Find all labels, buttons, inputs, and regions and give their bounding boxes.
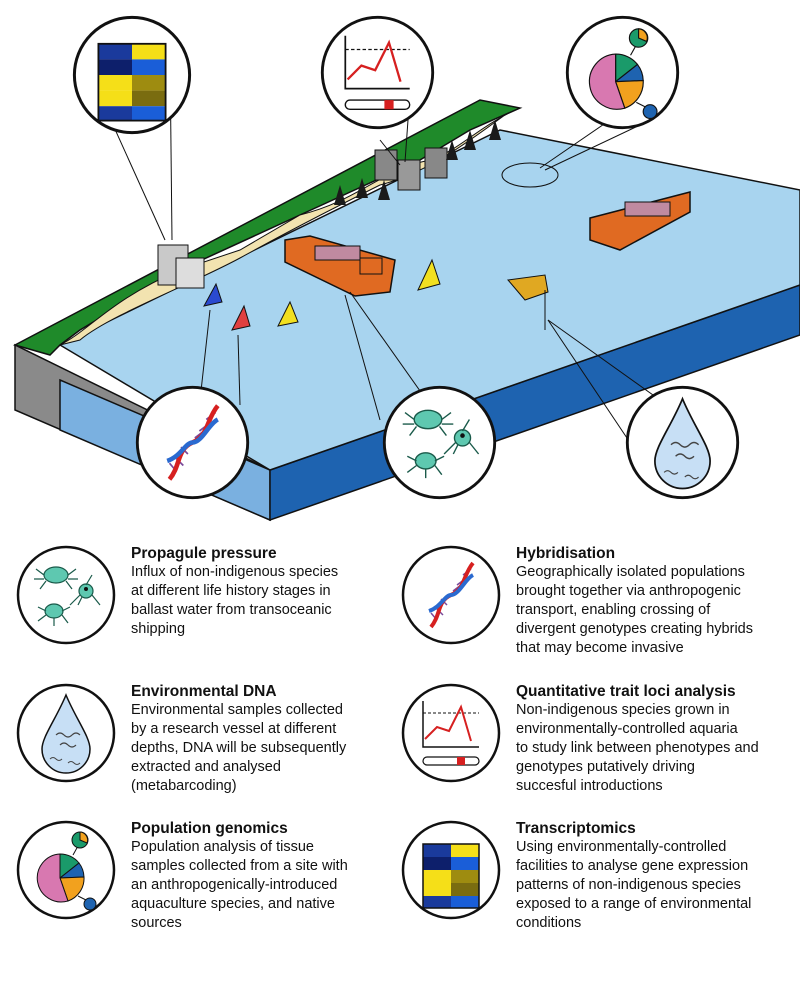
line-graph-icon	[320, 15, 435, 130]
industrial-tanks	[374, 147, 448, 191]
research-vessel	[507, 274, 549, 330]
dna-helix-icon	[401, 545, 501, 645]
item-title: Propagule pressure	[131, 545, 277, 562]
item-description: Population analysis of tissue samples col…	[131, 839, 348, 931]
pie-chart-icon	[565, 15, 680, 130]
sailboats	[203, 258, 441, 331]
ship-harbour	[284, 235, 396, 297]
city-buildings	[157, 244, 205, 289]
heatmap-icon	[401, 820, 501, 920]
item-title: Quantitative trait loci analysis	[516, 683, 736, 700]
harbour-scene-illustration	[12, 15, 800, 522]
item-title: Hybridisation	[516, 545, 616, 562]
dna-helix-icon	[137, 387, 247, 497]
line-graph-icon	[401, 683, 501, 783]
crab-larva-icon	[382, 385, 497, 500]
item-description: Geographically isolated populations broug…	[516, 564, 753, 656]
item-description: Environmental samples collected by a rese…	[131, 702, 347, 794]
ship-offshore	[589, 191, 691, 251]
callout-lines	[94, 54, 661, 451]
item-title: Environmental DNA	[131, 683, 277, 700]
item-description: Influx of non-indigenous species at diffe…	[131, 564, 339, 637]
item-title: Population genomics	[131, 820, 288, 837]
water-drop-dna-icon	[16, 683, 116, 783]
beach	[59, 107, 521, 346]
aquaculture-net	[501, 162, 559, 188]
heatmap-icon	[72, 15, 192, 135]
trees	[334, 120, 501, 205]
water-drop-dna-icon	[625, 385, 740, 500]
crab-larva-icon	[16, 545, 116, 645]
item-title: Transcriptomics	[516, 820, 636, 837]
item-description: Using environmentally-controlled faciliti…	[516, 839, 752, 931]
item-description: Non-indigenous species grown in environme…	[516, 702, 759, 794]
pie-chart-icon	[16, 820, 116, 920]
